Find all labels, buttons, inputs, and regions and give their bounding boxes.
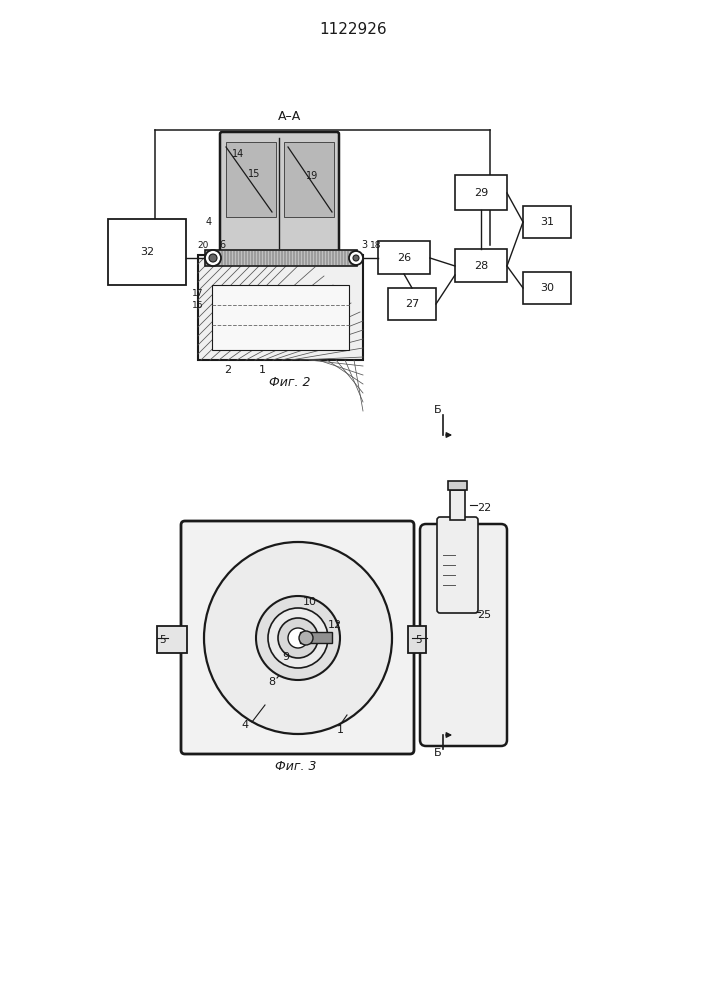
Bar (157, 626, 187, 653)
Text: 22: 22 (477, 503, 491, 513)
Text: 5: 5 (415, 635, 421, 645)
Text: 18: 18 (370, 240, 382, 249)
Bar (455, 249, 507, 282)
Text: 29: 29 (474, 188, 488, 198)
Bar (450, 490, 465, 520)
Bar (523, 206, 571, 238)
Bar (198, 255, 363, 360)
Text: Фиг. 3: Фиг. 3 (275, 760, 317, 774)
Text: 9: 9 (282, 652, 290, 662)
Text: 4: 4 (241, 720, 249, 730)
Text: 14: 14 (232, 149, 244, 159)
Text: 27: 27 (405, 299, 419, 309)
Bar (455, 175, 507, 210)
Text: 19: 19 (306, 171, 318, 181)
Text: 12: 12 (328, 620, 342, 630)
Text: Б: Б (434, 748, 442, 758)
Bar (212, 285, 349, 350)
Text: 30: 30 (540, 283, 554, 293)
Text: 5: 5 (158, 635, 165, 645)
Text: 25: 25 (477, 610, 491, 620)
Bar (378, 241, 430, 274)
Text: 4: 4 (206, 217, 212, 227)
Circle shape (288, 628, 308, 648)
Circle shape (278, 618, 318, 658)
Bar (300, 632, 332, 643)
FancyBboxPatch shape (420, 524, 507, 746)
Text: 10: 10 (303, 597, 317, 607)
Text: 28: 28 (474, 261, 488, 271)
Text: Б: Б (434, 405, 442, 415)
Text: 1: 1 (337, 725, 344, 735)
Text: А–А: А–А (279, 110, 302, 123)
Circle shape (353, 255, 359, 261)
Bar (226, 142, 276, 217)
Bar (205, 250, 357, 266)
Circle shape (268, 608, 328, 668)
Bar (284, 142, 334, 217)
Text: 16: 16 (192, 300, 204, 310)
Text: 15: 15 (248, 169, 260, 179)
Bar (408, 626, 426, 653)
Bar (448, 481, 467, 490)
Text: Фиг. 2: Фиг. 2 (269, 375, 311, 388)
Text: 3: 3 (361, 240, 367, 250)
Text: 32: 32 (140, 247, 154, 257)
Text: 20: 20 (197, 240, 209, 249)
Text: 1: 1 (259, 365, 266, 375)
Bar (523, 272, 571, 304)
Text: 6: 6 (219, 240, 225, 250)
Text: 31: 31 (540, 217, 554, 227)
Bar (108, 219, 186, 285)
Text: 26: 26 (397, 253, 411, 263)
Ellipse shape (204, 542, 392, 734)
Text: 1122926: 1122926 (319, 22, 387, 37)
Text: 17: 17 (192, 290, 204, 298)
Bar (388, 288, 436, 320)
Circle shape (256, 596, 340, 680)
Circle shape (349, 251, 363, 265)
FancyBboxPatch shape (220, 132, 339, 254)
Text: 8: 8 (269, 677, 276, 687)
FancyBboxPatch shape (437, 517, 478, 613)
FancyBboxPatch shape (181, 521, 414, 754)
Circle shape (209, 254, 217, 262)
Circle shape (205, 250, 221, 266)
Circle shape (299, 631, 313, 645)
Text: 2: 2 (224, 365, 232, 375)
